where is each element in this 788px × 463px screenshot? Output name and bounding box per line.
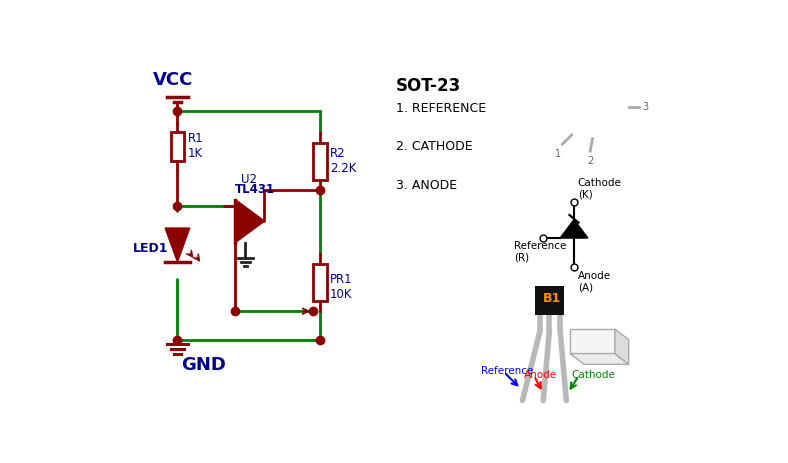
Text: Anode: Anode [524, 370, 557, 380]
Polygon shape [165, 228, 190, 262]
Text: B1: B1 [543, 292, 562, 306]
Text: SOT-23: SOT-23 [396, 77, 462, 95]
Polygon shape [236, 200, 265, 243]
Polygon shape [560, 219, 588, 238]
Bar [313, 264, 327, 301]
Text: GND: GND [181, 356, 226, 374]
Bar [170, 131, 184, 161]
Text: Cathode: Cathode [572, 370, 615, 380]
Polygon shape [615, 329, 629, 364]
Text: TL431: TL431 [236, 183, 275, 196]
Text: Reference: Reference [481, 366, 533, 376]
Text: Cathode
(K): Cathode (K) [578, 178, 622, 200]
Text: R1
1K: R1 1K [188, 132, 203, 160]
Polygon shape [571, 354, 629, 364]
Polygon shape [571, 329, 615, 354]
Text: 2. CATHODE: 2. CATHODE [396, 140, 473, 153]
Text: LED1: LED1 [133, 242, 169, 255]
Text: R2
2.2K: R2 2.2K [330, 147, 356, 175]
Text: U2: U2 [241, 174, 258, 187]
Bar [535, 286, 564, 315]
Text: 1. REFERENCE: 1. REFERENCE [396, 102, 486, 115]
Text: Reference
(R): Reference (R) [514, 241, 567, 263]
Text: 2: 2 [587, 156, 593, 166]
Text: VCC: VCC [153, 71, 193, 89]
Text: 3: 3 [642, 102, 649, 112]
Text: Anode
(A): Anode (A) [578, 271, 611, 293]
Bar [313, 143, 327, 180]
Text: PR1
10K: PR1 10K [330, 273, 352, 300]
Text: 3. ANODE: 3. ANODE [396, 179, 457, 192]
Text: 1: 1 [555, 149, 561, 159]
